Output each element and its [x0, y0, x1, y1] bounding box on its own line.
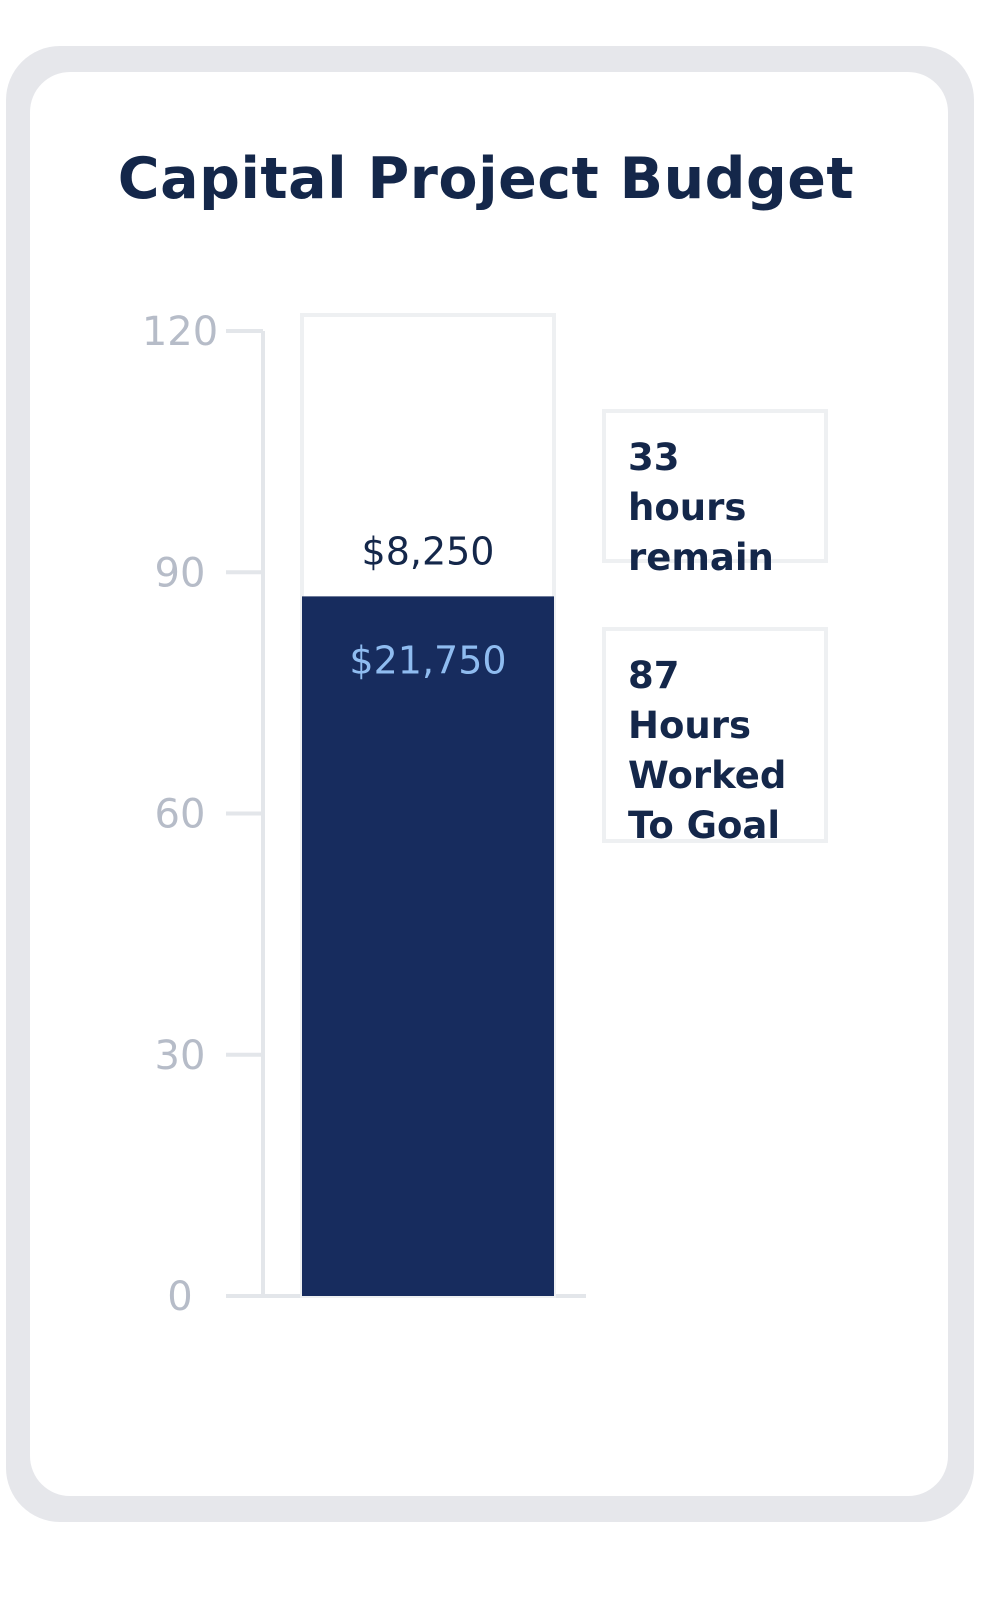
y-tick-label: 120	[142, 309, 218, 355]
y-tick-label: 30	[155, 1033, 206, 1079]
y-tick-label: 90	[155, 550, 206, 596]
bar-value-label-1: $8,250	[362, 529, 495, 573]
y-tick-label: 0	[167, 1274, 192, 1320]
bar-segment-0	[302, 596, 554, 1296]
worked-hours-callout: 87 Hours Worked To Goal	[602, 627, 828, 847]
y-tick-label: 60	[155, 792, 206, 838]
chart-title: Capital Project Budget	[117, 146, 855, 212]
bar-value-labels: $21,750 $8,250	[349, 529, 506, 682]
y-ticks: 0 30 60 90 120	[142, 309, 263, 1320]
remaining-hours-callout: 33 hours remain	[602, 409, 828, 579]
bar-value-label-0: $21,750	[349, 638, 506, 682]
stacked-bar	[300, 313, 556, 1298]
